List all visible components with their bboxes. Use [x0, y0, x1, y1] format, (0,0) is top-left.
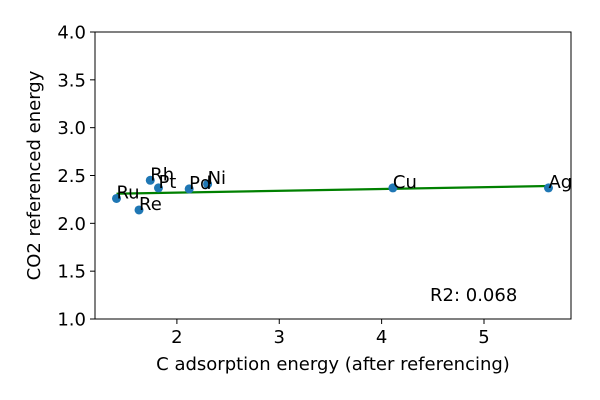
x-axis-title: C adsorption energy (after referencing)	[156, 354, 510, 375]
x-tick-label: 3	[274, 327, 285, 348]
plot-area	[95, 32, 571, 319]
point-label-ni: Ni	[208, 168, 226, 189]
point-label-re: Re	[139, 194, 162, 215]
y-axis-title: CO2 referenced energy	[24, 70, 45, 280]
y-tick-label: 3.0	[57, 118, 86, 139]
data-point-ni	[203, 179, 213, 189]
point-label-ru: Ru	[116, 182, 139, 203]
y-tick-label: 4.0	[57, 23, 86, 44]
point-label-ag: Ag	[548, 172, 572, 193]
x-tick-label: 4	[376, 327, 387, 348]
data-point-re	[134, 205, 144, 215]
data-point-ru	[111, 193, 121, 203]
y-tick-label: 1.0	[57, 310, 86, 331]
data-point-rh	[145, 175, 155, 185]
r2-annotation: R2: 0.068	[430, 285, 517, 306]
point-label-pd: Pd	[189, 173, 211, 194]
y-tick-label: 2.0	[57, 214, 86, 235]
data-point-pd	[184, 184, 194, 194]
x-tick-label: 2	[171, 327, 182, 348]
point-label-cu: Cu	[393, 172, 417, 193]
y-tick-label: 2.5	[57, 166, 86, 187]
data-point-ag	[543, 183, 553, 193]
point-label-pt: Pt	[158, 172, 176, 193]
y-tick-label: 3.5	[57, 70, 86, 91]
data-point-pt	[153, 183, 163, 193]
y-tick-label: 1.5	[57, 262, 86, 283]
x-tick-label: 5	[478, 327, 489, 348]
data-point-cu	[388, 183, 398, 193]
point-label-rh: Rh	[150, 164, 174, 185]
